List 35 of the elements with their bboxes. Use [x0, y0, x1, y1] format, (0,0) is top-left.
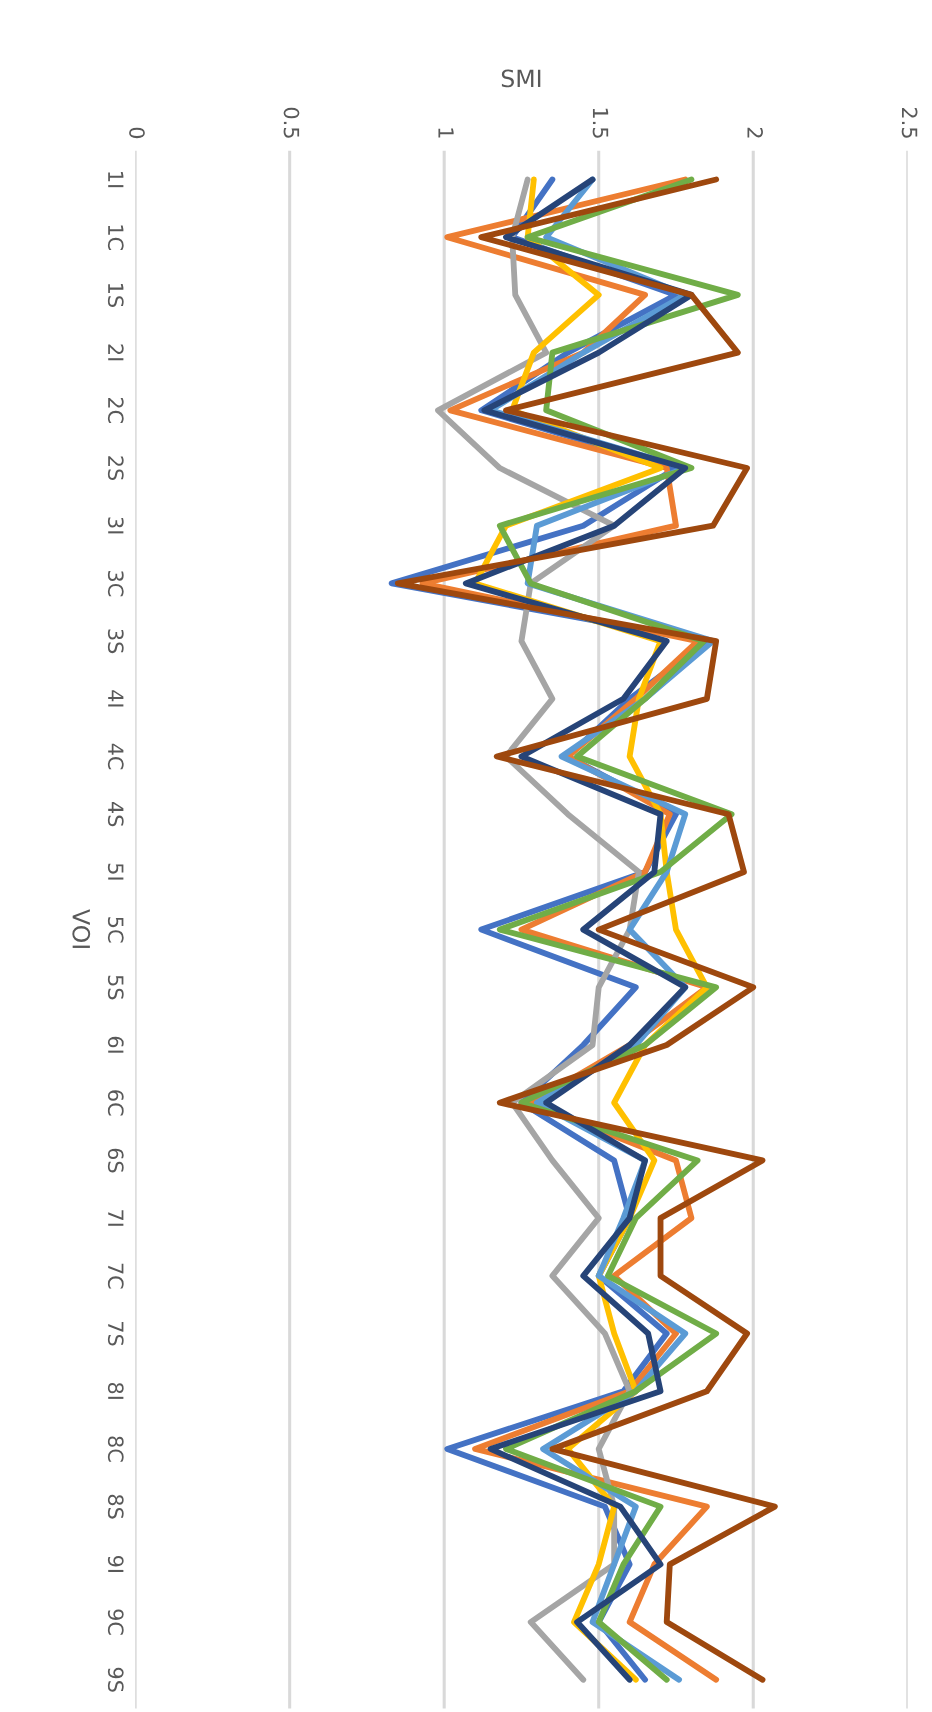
y-tick-label: 4I [108, 690, 124, 707]
y-tick-label: 3S [107, 629, 124, 654]
x-tick-label: 0 [129, 127, 145, 139]
y-tick-label: 6C [107, 1090, 124, 1116]
y-tick-label: 9S [107, 1667, 124, 1692]
y-tick-label: 3I [107, 517, 124, 534]
y-tick-label: 1C [107, 225, 124, 250]
y-tick-label: 2S [107, 456, 124, 481]
y-axis-title: VOI [72, 909, 91, 948]
y-tick-label: 7C [107, 1263, 124, 1289]
y-tick-label: 3C [107, 571, 124, 597]
y-tick-label: 8C [107, 1436, 124, 1462]
y-tick-label: 2C [107, 397, 124, 424]
y-tick-label: 2I [108, 344, 124, 361]
y-tick-label: 1S [107, 283, 124, 307]
x-tick-label: 2.5 [901, 107, 918, 138]
y-tick-label: 8S [107, 1494, 124, 1519]
x-tick-label: 1 [438, 128, 454, 138]
y-tick-label: 7I [108, 1210, 124, 1226]
x-tick-label: 2 [747, 127, 763, 138]
y-tick-label: 9I [107, 1555, 124, 1572]
y-tick-label: 4S [107, 801, 124, 827]
y-tick-label: 6S [107, 1148, 124, 1173]
x-tick-label: 0.5 [283, 107, 300, 138]
y-tick-label: 5S [107, 975, 124, 1000]
y-tick-label: 4C [107, 743, 124, 770]
y-tick-label: 5I [107, 863, 124, 880]
y-tick-label: 1I [108, 172, 124, 188]
y-tick-label: 6I [107, 1036, 124, 1053]
y-tick-label: 5C [107, 917, 124, 943]
y-tick-label: 7S [107, 1321, 124, 1346]
y-tick-label: 8I [107, 1382, 124, 1399]
y-tick-label: 9C [107, 1609, 124, 1635]
x-tick-label: 1.5 [592, 108, 609, 138]
x-axis-title: SMI [501, 69, 541, 88]
